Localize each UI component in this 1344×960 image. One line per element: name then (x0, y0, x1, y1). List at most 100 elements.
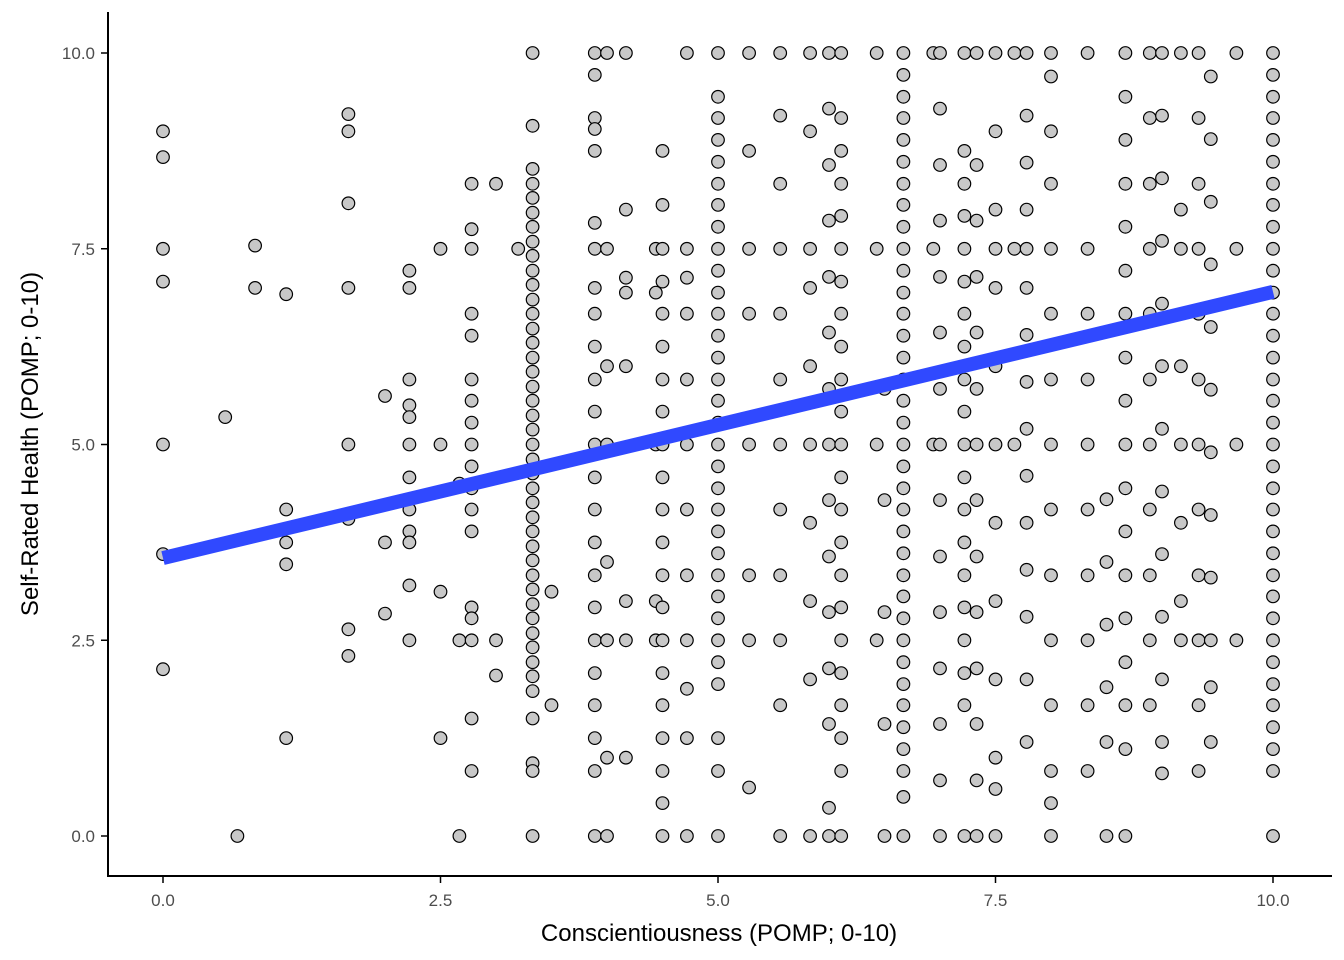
data-point (587, 731, 602, 745)
data-point (803, 281, 817, 295)
data-point (587, 339, 602, 354)
data-point (1229, 241, 1244, 256)
data-point (834, 633, 849, 648)
data-point (1266, 241, 1280, 256)
data-point (896, 241, 911, 256)
data-point (600, 750, 614, 765)
data-point (587, 600, 602, 615)
data-point (341, 196, 356, 211)
data-point (896, 197, 911, 212)
data-point (988, 437, 1003, 452)
data-point (988, 124, 1003, 139)
data-point (896, 285, 911, 300)
data-point (1203, 570, 1218, 585)
data-point (1019, 562, 1034, 577)
data-point (525, 829, 540, 843)
data-point (587, 568, 602, 583)
data-point (1019, 735, 1034, 749)
data-point (1099, 617, 1114, 632)
data-point (834, 274, 849, 289)
data-point (933, 101, 947, 116)
data-point (1266, 154, 1280, 169)
data-point (822, 325, 836, 340)
data-point (525, 161, 540, 176)
data-point (969, 605, 984, 619)
data-point (525, 669, 540, 684)
data-point (1118, 437, 1133, 452)
data-point (1203, 320, 1218, 334)
data-point (1191, 372, 1206, 387)
data-point (834, 666, 849, 680)
data-point (834, 764, 849, 778)
data-point (1191, 111, 1206, 125)
data-point (655, 143, 670, 158)
data-point (156, 274, 170, 289)
data-point (655, 796, 670, 810)
data-point (655, 698, 670, 713)
data-point (957, 176, 972, 191)
data-point (711, 589, 725, 604)
data-point (1142, 46, 1157, 60)
data-point (969, 773, 984, 788)
data-point (378, 535, 392, 550)
data-point (1118, 698, 1133, 713)
data-point (402, 263, 417, 278)
data-point (742, 437, 756, 452)
data-point (587, 215, 602, 230)
data-point (1007, 241, 1022, 256)
data-point (933, 46, 947, 60)
data-point (587, 281, 602, 295)
data-point (933, 325, 947, 340)
data-point (525, 568, 540, 583)
data-point (1191, 502, 1206, 517)
data-point (587, 535, 602, 550)
data-point (1203, 445, 1218, 460)
x-tick-label: 0.0 (151, 891, 175, 910)
data-point (773, 437, 788, 452)
data-point (464, 459, 479, 474)
data-point (1099, 735, 1114, 749)
data-point (834, 502, 849, 517)
data-point (1155, 766, 1169, 781)
data-point (464, 524, 479, 539)
data-point (926, 241, 941, 256)
data-point (822, 661, 836, 676)
data-point (464, 176, 479, 191)
data-point (896, 328, 911, 343)
y-tick-label: 10.0 (62, 44, 95, 63)
data-point (1266, 46, 1280, 60)
data-point (877, 493, 892, 508)
data-point (525, 364, 540, 379)
data-point (896, 790, 911, 804)
data-point (433, 241, 448, 256)
data-point (711, 502, 725, 517)
data-point (1191, 176, 1206, 191)
data-point (869, 46, 884, 60)
data-point (988, 782, 1003, 796)
data-point (1142, 111, 1157, 125)
data-point (933, 773, 947, 788)
data-point (525, 176, 540, 191)
data-point (969, 437, 984, 452)
data-point (1266, 219, 1280, 234)
data-point (933, 717, 947, 731)
data-point (525, 118, 540, 133)
data-point (1142, 437, 1157, 452)
data-point (1191, 698, 1206, 713)
data-point (1173, 437, 1188, 452)
data-point (1019, 609, 1034, 624)
data-point (525, 321, 540, 336)
data-point (1019, 468, 1034, 483)
data-point (1266, 611, 1280, 626)
data-point (896, 415, 911, 430)
data-point (711, 611, 725, 626)
data-point (1044, 764, 1058, 778)
data-point (587, 67, 602, 82)
data-point (803, 359, 817, 374)
data-point (957, 404, 972, 419)
y-tick-label: 5.0 (71, 436, 95, 455)
data-point (1266, 111, 1280, 125)
data-point (1118, 132, 1133, 147)
data-point (957, 241, 972, 256)
data-point (525, 611, 540, 626)
